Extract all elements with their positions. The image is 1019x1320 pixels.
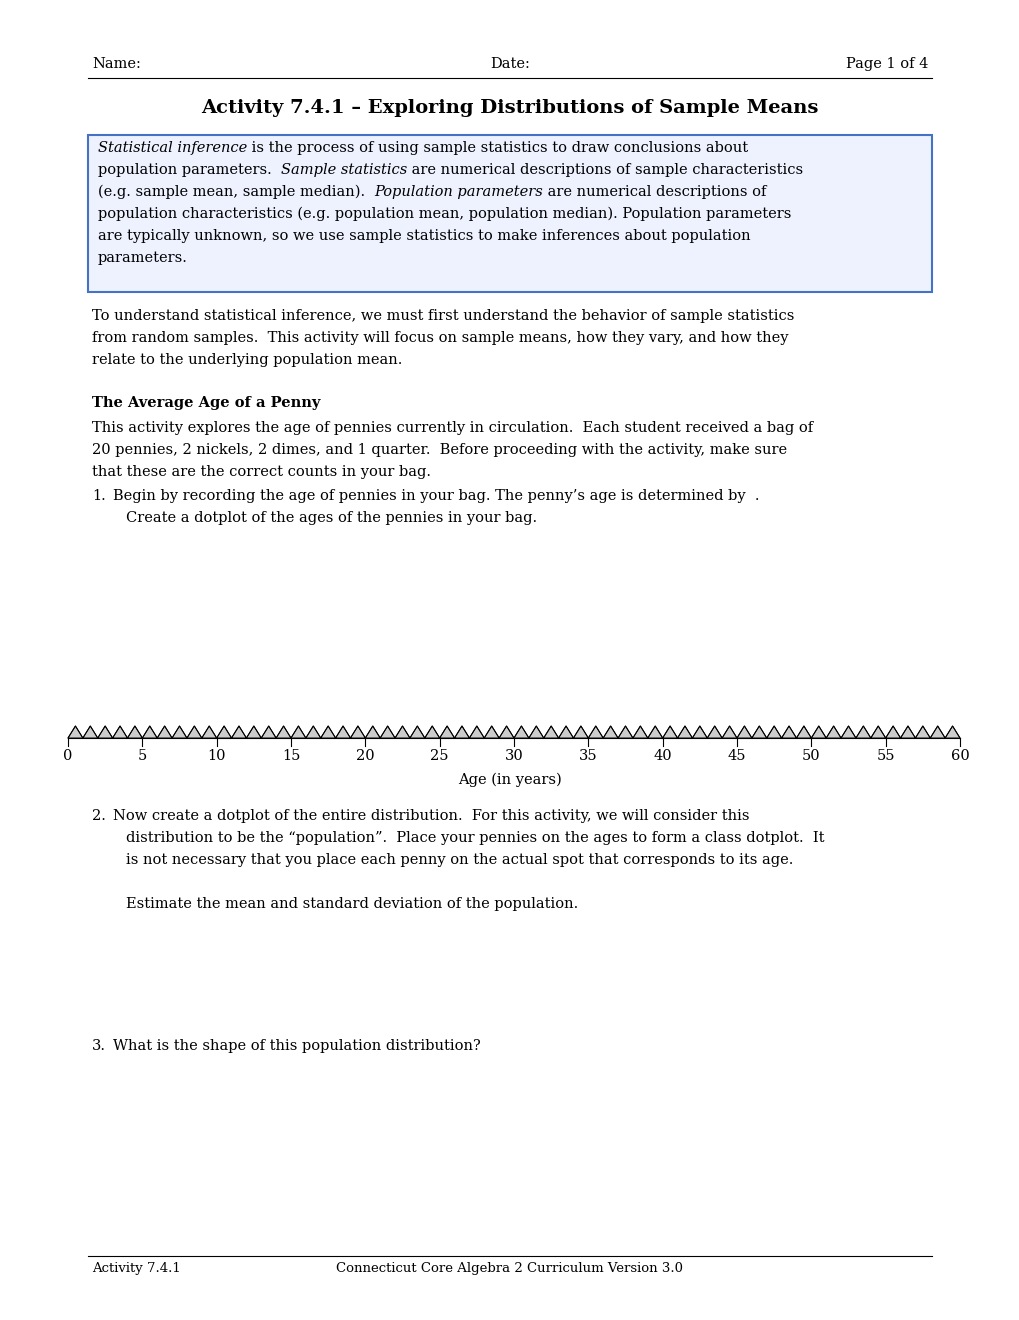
Text: 30: 30 (504, 748, 523, 763)
Text: Page 1 of 4: Page 1 of 4 (845, 57, 927, 71)
Text: 35: 35 (579, 748, 597, 763)
Text: Connecticut Core Algebra 2 Curriculum Version 3.0: Connecticut Core Algebra 2 Curriculum Ve… (336, 1262, 683, 1275)
Text: 50: 50 (801, 748, 820, 763)
Text: Now create a dotplot of the entire distribution.  For this activity, we will con: Now create a dotplot of the entire distr… (113, 809, 749, 822)
Text: 10: 10 (207, 748, 225, 763)
Text: This activity explores the age of pennies currently in circulation.  Each studen: This activity explores the age of pennie… (92, 421, 812, 436)
Text: is not necessary that you place each penny on the actual spot that corresponds t: is not necessary that you place each pen… (126, 853, 793, 867)
Text: are typically unknown, so we use sample statistics to make inferences about popu: are typically unknown, so we use sample … (98, 228, 750, 243)
Text: 3.: 3. (92, 1039, 106, 1053)
Text: Date:: Date: (489, 57, 530, 71)
Text: 20 pennies, 2 nickels, 2 dimes, and 1 quarter.  Before proceeding with the activ: 20 pennies, 2 nickels, 2 dimes, and 1 qu… (92, 444, 787, 457)
Text: 40: 40 (653, 748, 672, 763)
Text: population parameters.: population parameters. (98, 162, 280, 177)
Text: parameters.: parameters. (98, 251, 187, 265)
Text: (e.g. sample mean, sample median).: (e.g. sample mean, sample median). (98, 185, 374, 199)
Text: Activity 7.4.1 – Exploring Distributions of Sample Means: Activity 7.4.1 – Exploring Distributions… (201, 99, 818, 117)
FancyBboxPatch shape (88, 135, 931, 292)
Text: population characteristics (e.g. population mean, population median). Population: population characteristics (e.g. populat… (98, 207, 791, 220)
Text: 60: 60 (950, 748, 968, 763)
Polygon shape (68, 726, 959, 738)
Text: 2.: 2. (92, 809, 106, 822)
Text: Create a dotplot of the ages of the pennies in your bag.: Create a dotplot of the ages of the penn… (126, 511, 537, 525)
Text: 1.: 1. (92, 488, 106, 503)
Text: Estimate the mean and standard deviation of the population.: Estimate the mean and standard deviation… (126, 898, 578, 911)
Text: Population parameters: Population parameters (374, 185, 542, 199)
Text: relate to the underlying population mean.: relate to the underlying population mean… (92, 352, 401, 367)
Text: Activity 7.4.1: Activity 7.4.1 (92, 1262, 180, 1275)
Text: Sample statistics: Sample statistics (280, 162, 407, 177)
Text: 0: 0 (63, 748, 72, 763)
Text: Begin by recording the age of pennies in your bag. The penny’s age is determined: Begin by recording the age of pennies in… (113, 488, 759, 503)
Text: To understand statistical inference, we must first understand the behavior of sa: To understand statistical inference, we … (92, 309, 794, 323)
Text: are numerical descriptions of sample characteristics: are numerical descriptions of sample cha… (407, 162, 803, 177)
Text: The Average Age of a Penny: The Average Age of a Penny (92, 396, 320, 411)
Text: 5: 5 (138, 748, 147, 763)
Text: 20: 20 (356, 748, 374, 763)
Text: 45: 45 (727, 748, 746, 763)
Text: What is the shape of this population distribution?: What is the shape of this population dis… (113, 1039, 480, 1053)
Text: Statistical inference: Statistical inference (98, 141, 247, 154)
Text: is the process of using sample statistics to draw conclusions about: is the process of using sample statistic… (247, 141, 748, 154)
Text: Age (in years): Age (in years) (458, 772, 561, 787)
Text: are numerical descriptions of: are numerical descriptions of (542, 185, 765, 199)
Text: from random samples.  This activity will focus on sample means, how they vary, a: from random samples. This activity will … (92, 331, 788, 345)
Text: 55: 55 (875, 748, 894, 763)
Text: 15: 15 (281, 748, 300, 763)
Text: distribution to be the “population”.  Place your pennies on the ages to form a c: distribution to be the “population”. Pla… (126, 832, 823, 845)
Text: Name:: Name: (92, 57, 141, 71)
Text: that these are the correct counts in your bag.: that these are the correct counts in you… (92, 465, 431, 479)
Text: 25: 25 (430, 748, 448, 763)
